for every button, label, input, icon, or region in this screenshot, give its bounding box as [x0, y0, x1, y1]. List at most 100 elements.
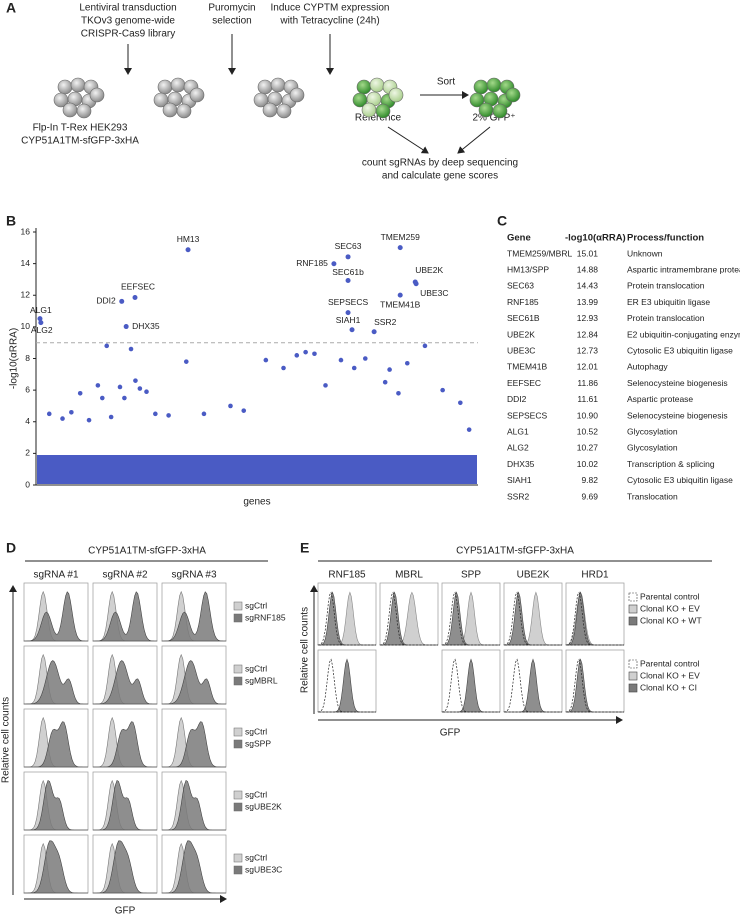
table-cell: 10.90: [577, 410, 599, 420]
cell: [375, 103, 391, 119]
legend-text: sgMBRL: [245, 675, 278, 685]
table-cell: Translocation: [627, 491, 678, 501]
legend-text: sgRNF185: [245, 612, 286, 622]
table-cell: SIAH1: [507, 475, 532, 485]
y-tick-label: 12: [21, 290, 31, 300]
hist-parental: [503, 658, 562, 713]
point: [123, 324, 129, 330]
hist-parental: [317, 591, 376, 646]
table-cell: 10.02: [577, 459, 599, 469]
panel-title: CYP51A1TM-sfGFP-3xHA: [88, 546, 206, 557]
cell: [388, 87, 404, 103]
table-cell: ALG2: [507, 443, 529, 453]
x-axis-label: GFP: [115, 906, 136, 917]
hist-sgrna: [23, 840, 88, 894]
point: [228, 403, 233, 409]
legend-text: Clonal KO + WT: [640, 615, 702, 625]
point-label: SEPSECS: [328, 297, 368, 307]
table-cell: Aspartic protease: [627, 394, 693, 404]
step-text: CRISPR-Cas9 library: [81, 29, 175, 40]
sort-label: Sort: [437, 77, 456, 88]
point: [458, 400, 463, 406]
legend-swatch: [628, 683, 638, 693]
histogram-box: [565, 582, 625, 646]
legend-text: Parental control: [640, 591, 700, 601]
point: [132, 294, 138, 300]
y-tick-label: 8: [25, 353, 30, 363]
cell: [369, 77, 385, 93]
point: [241, 408, 247, 413]
point: [345, 278, 351, 284]
cell: [478, 102, 494, 118]
point: [100, 395, 105, 401]
point: [122, 395, 127, 401]
table-cell: Cytosolic E3 ubiquitin ligase: [627, 475, 733, 485]
legend-text: sgCtrl: [245, 600, 267, 610]
point: [95, 383, 101, 388]
panel-label: E: [300, 540, 309, 556]
table-cell: EEFSEC: [507, 378, 541, 388]
cell: [361, 102, 377, 118]
y-tick-label: 2: [25, 448, 30, 458]
table-cell: 12.93: [577, 313, 599, 323]
hist-sgrna: [24, 721, 88, 768]
cell: [70, 77, 86, 93]
legend-text: sgCtrl: [245, 663, 267, 673]
table-cell: Glycosylation: [627, 443, 678, 453]
point: [281, 365, 286, 371]
point: [345, 254, 351, 260]
step-text: Puromycin: [208, 3, 255, 14]
point: [166, 413, 171, 418]
point: [46, 411, 52, 417]
point: [133, 378, 138, 383]
table-cell: Unknown: [627, 248, 663, 258]
table-header: Gene: [507, 233, 531, 244]
column-header: MBRL: [395, 570, 423, 581]
point: [201, 411, 207, 417]
legend-text: Clonal KO + EV: [640, 670, 700, 680]
column-header: SPP: [461, 570, 481, 581]
panel-title: CYP51A1TM-sfGFP-3xHA: [456, 546, 574, 557]
panel-label: D: [6, 540, 16, 556]
hist-sgrna: [24, 779, 88, 831]
point-label: SEC63: [335, 241, 362, 251]
table-cell: Autophagy: [627, 362, 668, 372]
hist-sgrna: [92, 591, 158, 642]
column-header: RNF185: [328, 570, 366, 581]
hist-parental: [379, 591, 438, 646]
legend-swatch: [233, 853, 243, 863]
point-label: SEC61b: [332, 267, 364, 277]
point-label: SSR2: [374, 317, 396, 327]
cell-line-text: Flp-In T-Rex HEK293: [33, 123, 128, 134]
point: [387, 367, 392, 372]
legend-swatch: [233, 613, 243, 623]
legend-swatch: [233, 664, 243, 674]
cell: [76, 103, 92, 119]
cell: [162, 102, 178, 118]
step-text: selection: [212, 16, 251, 27]
cell: [486, 77, 502, 93]
point: [144, 389, 149, 395]
point: [466, 427, 472, 432]
table-cell: 9.69: [581, 491, 598, 501]
point: [397, 245, 403, 251]
hist-sgrna: [93, 721, 157, 768]
point: [263, 357, 269, 363]
table-cell: SSR2: [507, 491, 529, 501]
point: [60, 416, 65, 421]
point: [371, 329, 377, 335]
legend-text: sgSPP: [245, 738, 271, 748]
table-cell: Transcription & splicing: [627, 459, 715, 469]
table-cell: 12.01: [577, 362, 599, 372]
column-header: HRD1: [581, 570, 609, 581]
table-cell: 10.27: [577, 443, 599, 453]
table-cell: E2 ubiquitin-conjugating enzyme: [627, 329, 740, 339]
legend-text: sgUBE2K: [245, 801, 282, 811]
point: [349, 327, 355, 333]
column-header: sgRNA #3: [171, 570, 216, 581]
point: [153, 411, 158, 417]
table-cell: 9.82: [581, 475, 598, 485]
point: [362, 356, 368, 361]
cell: [505, 87, 521, 103]
cell: [492, 103, 508, 119]
